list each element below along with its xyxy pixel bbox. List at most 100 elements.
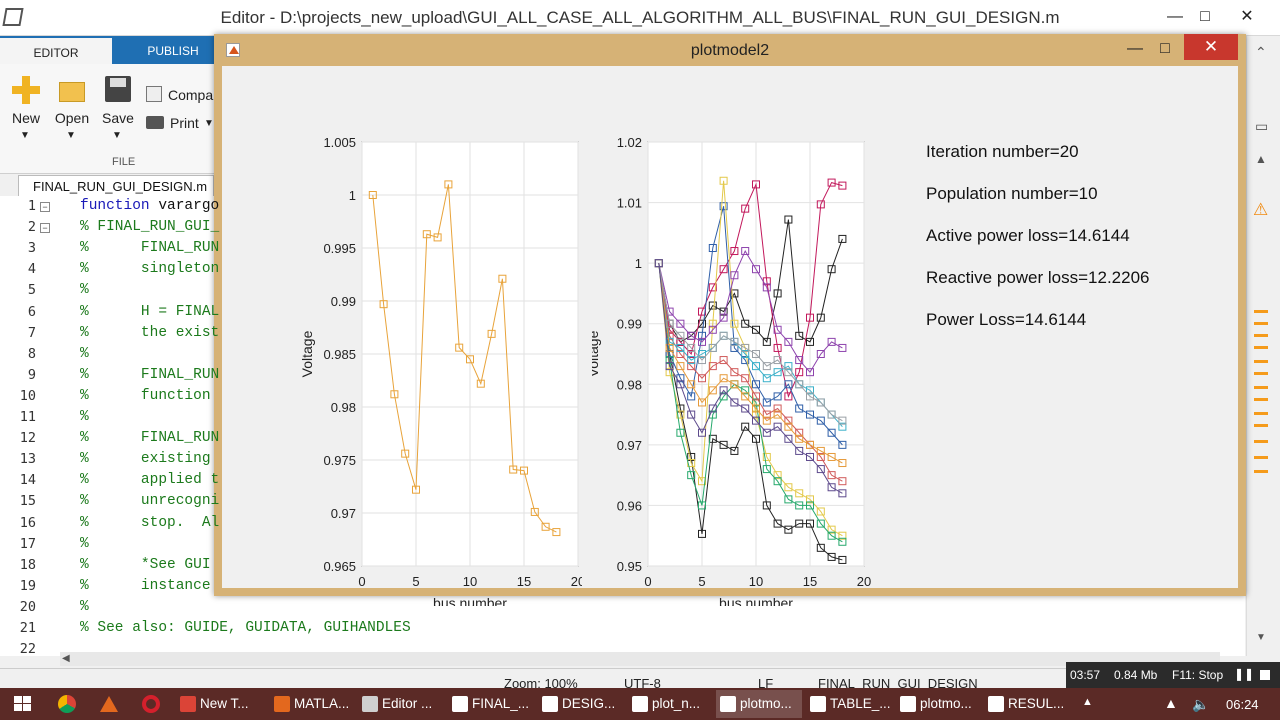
plot-close-button[interactable]: ✕ xyxy=(1184,34,1238,60)
warning-tick[interactable] xyxy=(1254,386,1268,389)
matlab-pinned-icon[interactable] xyxy=(100,696,118,712)
taskbar-app-icon xyxy=(180,696,196,713)
data-point xyxy=(762,398,771,407)
data-point xyxy=(379,300,388,309)
start-windows-icon[interactable] xyxy=(14,696,32,712)
data-point xyxy=(368,191,377,199)
scroll-left-icon[interactable]: ◀ xyxy=(62,653,70,664)
save-disk-icon xyxy=(105,76,131,102)
data-point xyxy=(498,274,507,283)
editor-file-tab[interactable]: FINAL_RUN_GUI_DESIGN.m xyxy=(18,175,214,197)
save-button[interactable]: Save ▼ xyxy=(98,74,138,154)
data-point xyxy=(687,392,696,401)
open-button[interactable]: Open ▼ xyxy=(52,74,92,154)
taskbar-item[interactable]: Editor ... xyxy=(358,690,444,718)
data-point xyxy=(719,313,728,322)
data-point xyxy=(773,404,782,413)
data-point xyxy=(698,477,706,486)
data-point xyxy=(401,449,410,458)
taskbar-item[interactable]: plotmo... xyxy=(716,690,802,718)
data-point xyxy=(795,434,804,443)
compare-button[interactable]: Compa xyxy=(146,84,216,106)
x-tick-label: 15 xyxy=(517,574,531,589)
taskbar-item[interactable]: MATLA... xyxy=(270,690,356,718)
new-button[interactable]: New ▼ xyxy=(8,74,44,154)
plot-maximize-icon[interactable]: □ xyxy=(1160,40,1170,57)
warning-tick[interactable] xyxy=(1254,322,1268,325)
taskbar-item[interactable]: TABLE_... xyxy=(806,690,892,718)
data-point xyxy=(838,440,847,449)
fold-toggle-icon[interactable]: − xyxy=(40,202,50,212)
recorder-stop[interactable]: F11: Stop xyxy=(1172,668,1224,682)
data-point xyxy=(838,343,847,352)
line-number: 13 xyxy=(19,451,36,468)
fold-toggle-icon[interactable]: − xyxy=(40,223,50,234)
data-point xyxy=(784,483,793,492)
taskbar-item[interactable]: plotmo... xyxy=(896,690,982,718)
warning-tick[interactable] xyxy=(1254,346,1268,349)
volume-icon[interactable]: 🔈 xyxy=(1192,696,1210,712)
minimize-icon[interactable]: — xyxy=(1167,8,1183,25)
warning-tick[interactable] xyxy=(1254,310,1268,313)
tab-editor[interactable]: EDITOR xyxy=(0,36,112,64)
network-icon[interactable]: ▲ xyxy=(1164,695,1178,711)
warning-icon[interactable]: ⚠ xyxy=(1253,200,1269,219)
chrome-pinned-icon[interactable] xyxy=(58,695,76,713)
y-tick-label: 0.99 xyxy=(331,294,356,309)
taskbar-item[interactable]: DESIG... xyxy=(538,690,624,718)
restore-icon[interactable]: ▭ xyxy=(1255,118,1269,134)
close-icon[interactable]: ✕ xyxy=(1240,8,1254,25)
data-point xyxy=(762,337,771,346)
warning-tick[interactable] xyxy=(1254,412,1268,415)
tray-up-icon[interactable]: ▲ xyxy=(1082,696,1093,708)
data-point xyxy=(476,379,485,388)
data-point xyxy=(838,422,847,431)
data-point xyxy=(795,368,804,377)
warning-tick[interactable] xyxy=(1254,360,1268,363)
maximize-icon[interactable]: □ xyxy=(1200,8,1210,25)
taskbar-item[interactable]: plot_n... xyxy=(628,690,714,718)
warning-tick[interactable] xyxy=(1254,372,1268,375)
taskbar-item[interactable]: FINAL_... xyxy=(448,690,534,718)
data-point xyxy=(730,289,739,298)
collapse-chevron-icon[interactable]: ⌃ xyxy=(1255,44,1267,60)
code-line: % See also: GUIDE, GUIDATA, GUIHANDLES xyxy=(80,620,411,636)
warning-tick[interactable] xyxy=(1254,440,1268,443)
data-point xyxy=(752,325,760,334)
warning-tick[interactable] xyxy=(1254,424,1268,427)
opera-pinned-icon[interactable] xyxy=(142,695,160,713)
taskbar-item[interactable]: New T... xyxy=(176,690,262,718)
y-tick-label: 1.02 xyxy=(617,135,642,150)
print-button[interactable]: Print ▼ xyxy=(146,112,216,134)
recorder-overlay: 03:57 0.84 Mb F11: Stop ❚❚ xyxy=(1066,662,1280,688)
taskbar-item[interactable]: RESUL... xyxy=(984,690,1070,718)
line-number: 4 xyxy=(27,261,36,278)
open-caret-icon: ▼ xyxy=(66,130,76,141)
warning-tick[interactable] xyxy=(1254,334,1268,337)
data-point xyxy=(752,410,760,419)
warning-tick[interactable] xyxy=(1254,470,1268,473)
data-point xyxy=(530,507,539,516)
x-tick-label: 20 xyxy=(857,574,871,589)
warning-tick[interactable] xyxy=(1254,456,1268,459)
pause-icon[interactable]: ❚❚ xyxy=(1234,667,1255,681)
series-line xyxy=(658,180,843,537)
chart-left: 0 5 10 15 20 0.965 0.97 0.975 0.98 0.985 0.99 0.995… xyxy=(299,135,582,606)
scroll-up-icon[interactable]: ▲ xyxy=(1255,152,1267,166)
data-point xyxy=(806,519,814,528)
horizontal-scrollbar[interactable] xyxy=(60,652,1220,666)
info-line: Active power loss=14.6144 xyxy=(926,226,1130,245)
data-point xyxy=(654,259,663,268)
info-line: Iteration number=20 xyxy=(926,142,1079,161)
line-number: 7 xyxy=(27,324,36,341)
data-point xyxy=(741,386,750,395)
warning-tick[interactable] xyxy=(1254,398,1268,401)
stop-icon[interactable] xyxy=(1260,670,1270,680)
tab-publish[interactable]: PUBLISH xyxy=(147,44,199,58)
data-point xyxy=(665,362,674,371)
plot-minimize-icon[interactable]: — xyxy=(1127,40,1143,57)
x-tick-label: 20 xyxy=(571,574,582,589)
scroll-down-icon[interactable]: ▼ xyxy=(1256,632,1266,643)
data-point xyxy=(676,362,685,371)
data-point xyxy=(719,265,728,274)
